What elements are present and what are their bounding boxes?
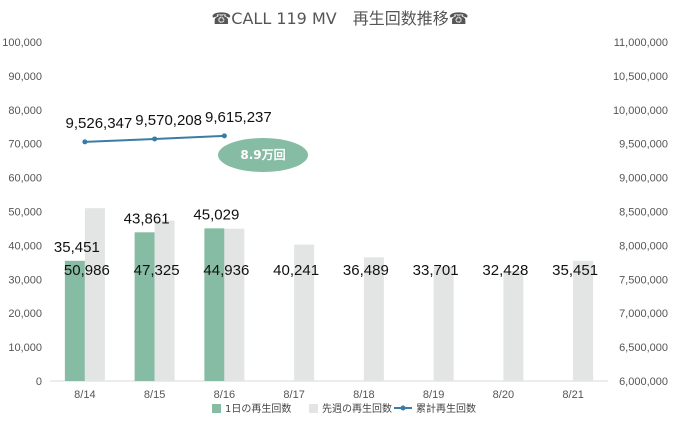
data-label-daily-views: 45,029 [193, 206, 239, 223]
data-label-cumulative-views: 9,570,208 [135, 112, 202, 129]
data-label-cumulative-views: 9,526,347 [66, 115, 133, 132]
bar-last-week-views [363, 257, 384, 381]
legend-swatch-marker [400, 405, 406, 411]
bar-daily-views [64, 260, 85, 381]
y-left-tick-label: 60,000 [8, 173, 42, 185]
y-right-tick-label: 6,500,000 [619, 342, 668, 354]
y-right-tick-label: 8,500,000 [619, 207, 668, 219]
y-right-tick-label: 8,000,000 [619, 240, 668, 252]
y-left-tick-label: 0 [36, 376, 42, 388]
y-right-tick-label: 9,500,000 [619, 139, 668, 151]
y-left-tick-label: 50,000 [8, 207, 42, 219]
bar-last-week-views [433, 266, 454, 381]
point-cumulative-views [82, 139, 88, 145]
y-right-tick-label: 10,500,000 [613, 71, 668, 83]
annotation-text: 8.9万回 [240, 148, 285, 162]
bar-last-week-views [154, 220, 175, 381]
y-left-tick-label: 10,000 [8, 342, 42, 354]
y-left-tick-label: 100,000 [2, 37, 42, 49]
x-tick-label: 8/15 [144, 389, 165, 401]
data-label-last-week-views: 50,986 [64, 262, 110, 279]
data-label-last-week-views: 44,936 [203, 262, 249, 279]
bar-daily-views [134, 232, 155, 381]
y-left-tick-label: 20,000 [8, 308, 42, 320]
legend-label: 累計再生回数 [416, 402, 476, 415]
data-label-last-week-views: 32,428 [482, 262, 528, 279]
y-right-tick-label: 7,000,000 [619, 308, 668, 320]
bar-last-week-views [503, 271, 524, 381]
y-left-tick-label: 70,000 [8, 139, 42, 151]
y-right-tick-label: 7,500,000 [619, 274, 668, 286]
x-tick-label: 8/16 [214, 389, 235, 401]
data-label-last-week-views: 47,325 [134, 262, 180, 279]
data-label-cumulative-views: 9,615,237 [205, 109, 272, 126]
x-tick-label: 8/17 [283, 389, 304, 401]
x-tick-label: 8/21 [562, 389, 583, 401]
data-label-last-week-views: 33,701 [413, 262, 459, 279]
point-cumulative-views [152, 136, 158, 142]
x-tick-label: 8/19 [423, 389, 444, 401]
legend-label: 1日の再生回数 [225, 402, 291, 415]
y-left-tick-label: 30,000 [8, 274, 42, 286]
data-label-last-week-views: 36,489 [343, 262, 389, 279]
point-cumulative-views [221, 133, 227, 139]
bar-last-week-views [294, 244, 315, 381]
bar-last-week-views [224, 228, 245, 381]
y-right-tick-label: 9,000,000 [619, 173, 668, 185]
data-label-daily-views: 35,451 [54, 239, 100, 256]
annotation-bubble [218, 138, 308, 172]
bar-last-week-views [84, 208, 105, 381]
chart-title: ☎CALL 119 MV 再生回数推移☎ [211, 9, 468, 28]
data-label-daily-views: 43,861 [124, 210, 170, 227]
legend-swatch [309, 404, 318, 413]
y-left-tick-label: 40,000 [8, 240, 42, 252]
legend-swatch [212, 404, 221, 413]
legend-label: 先週の再生回数 [322, 402, 392, 415]
x-tick-label: 8/20 [493, 389, 514, 401]
y-left-tick-label: 90,000 [8, 71, 42, 83]
bar-daily-views [204, 228, 225, 381]
y-right-tick-label: 10,000,000 [613, 105, 668, 117]
y-left-tick-label: 80,000 [8, 105, 42, 117]
bar-last-week-views [573, 260, 594, 381]
x-tick-label: 8/18 [353, 389, 374, 401]
data-label-last-week-views: 35,451 [552, 262, 598, 279]
data-label-last-week-views: 40,241 [273, 262, 319, 279]
x-tick-label: 8/14 [74, 389, 95, 401]
y-right-tick-label: 11,000,000 [614, 37, 668, 49]
y-right-tick-label: 6,000,000 [619, 376, 668, 388]
